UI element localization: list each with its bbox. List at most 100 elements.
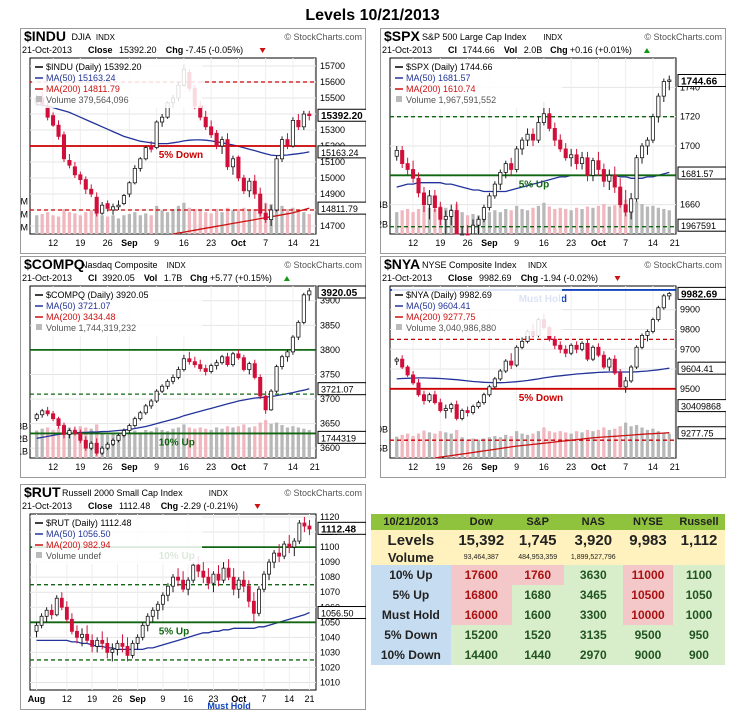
candle (656, 95, 661, 118)
volume-bar (264, 420, 268, 458)
volume-bar (634, 201, 639, 234)
candle (225, 139, 230, 168)
candle (432, 394, 437, 404)
candle (514, 148, 519, 170)
x-tick-label: 26 (463, 238, 473, 248)
volume-bar (493, 436, 497, 458)
volume-bar (574, 207, 579, 234)
table-cell: 1000 (672, 605, 725, 625)
table-header-date: 10/21/2013 (371, 514, 451, 530)
table-header-nas: NAS (563, 514, 624, 530)
candle (498, 370, 503, 380)
candle (639, 335, 645, 348)
chart-symbol: $COMPQ (24, 256, 85, 272)
table-cell: 1520 (511, 625, 564, 645)
volume-bar (236, 426, 241, 458)
table-row: 5% Down 15200 1520 3135 9500 950 (371, 625, 725, 645)
volume-bar (176, 427, 181, 458)
volume-bar (165, 431, 170, 458)
y-tick-label: 1050 (320, 617, 340, 627)
price-tag (317, 521, 366, 535)
volume-bar (138, 215, 142, 234)
x-tick-label: 21 (670, 462, 680, 472)
legend-entry: MA(50) 1681.57 (406, 73, 471, 83)
volume-bar (307, 429, 311, 458)
price-tag-label: 15163.24 (321, 148, 359, 158)
candle (236, 156, 241, 179)
close-value: 15392.20 (119, 45, 157, 55)
chart-rut: $RUT Russell 2000 Small Cap Index INDX © St… (20, 484, 366, 710)
table-cell: 950 (672, 625, 725, 645)
price-tag-label: 9982.69 (681, 289, 718, 300)
candle (279, 139, 285, 160)
volume-bar (640, 427, 644, 458)
chg-label: Chg (161, 501, 179, 511)
table-cell: 1100 (672, 565, 725, 585)
x-tick-label: 7 (263, 462, 268, 472)
candle (89, 188, 94, 195)
volume-bar (520, 209, 524, 234)
volume-bar (547, 206, 551, 234)
candle (160, 116, 165, 123)
candle (432, 195, 437, 209)
y-tick-label: 3750 (320, 369, 340, 379)
legend-swatch (36, 324, 42, 330)
volume-bar (634, 425, 639, 458)
y-tick-label: 9900 (680, 305, 700, 315)
y-tick-label: 1090 (320, 557, 340, 567)
candle (44, 609, 49, 617)
volume-bar (564, 209, 568, 234)
y-tick-label: 1080 (320, 572, 340, 582)
close-label: Cl (88, 273, 97, 283)
y-tick-label: 15600 (320, 77, 345, 87)
volume-bar (558, 431, 562, 458)
volume-bar (274, 199, 279, 234)
volume-tick-label: 1B (20, 447, 28, 457)
x-tick-label: 21 (310, 462, 320, 472)
volume-bar (67, 427, 72, 458)
x-tick-label: 21 (670, 238, 680, 248)
volume-bar (460, 437, 464, 458)
candle (438, 402, 443, 411)
chart-date: 21-Oct-2013 (382, 45, 432, 55)
volume-bar (187, 207, 191, 234)
candle (214, 362, 219, 367)
candle (411, 169, 416, 179)
legend-entry: Volume 379,564,096 (46, 95, 129, 105)
chg-value: -7.45 (-0.05%) (186, 45, 244, 55)
volume-bar (45, 427, 50, 458)
candle (667, 293, 672, 297)
candle (127, 425, 132, 431)
volume-bar (509, 210, 513, 234)
volume-bar (116, 434, 121, 458)
candle (650, 116, 655, 141)
candle (187, 358, 192, 363)
chart-exchange: INDX (209, 489, 229, 498)
legend-entry: MA(200) 9277.75 (406, 312, 476, 322)
candle (72, 430, 77, 434)
x-tick-label: 12 (48, 462, 58, 472)
volume-bar (225, 207, 230, 234)
x-tick-label: Sep (121, 462, 138, 472)
table-volume-sp: 484,953,359 (511, 550, 564, 565)
candle (85, 633, 89, 641)
candle (269, 209, 274, 220)
volume-bar (569, 433, 573, 458)
candle (130, 642, 135, 656)
candle (221, 567, 226, 581)
ma50-line (36, 103, 310, 157)
volume-bar (591, 207, 595, 234)
candle (121, 195, 126, 205)
candle (514, 346, 519, 366)
y-tick-label: 9500 (680, 384, 700, 394)
candle (209, 365, 214, 372)
x-tick-label: Sep (121, 238, 138, 248)
y-tick-label: 1040 (320, 632, 340, 642)
volume-bar (62, 424, 66, 458)
volume-bar (35, 430, 39, 458)
price-tag (677, 166, 726, 180)
volume-bar (449, 433, 453, 458)
volume-bar (662, 432, 666, 458)
candle (509, 360, 514, 366)
